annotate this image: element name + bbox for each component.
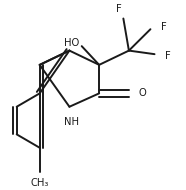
Text: CH₃: CH₃ — [31, 178, 49, 188]
Text: NH: NH — [64, 116, 79, 127]
Text: HO: HO — [64, 38, 80, 48]
Text: F: F — [165, 51, 171, 61]
Text: F: F — [161, 22, 166, 32]
Text: O: O — [138, 88, 146, 98]
Text: F: F — [116, 4, 122, 14]
